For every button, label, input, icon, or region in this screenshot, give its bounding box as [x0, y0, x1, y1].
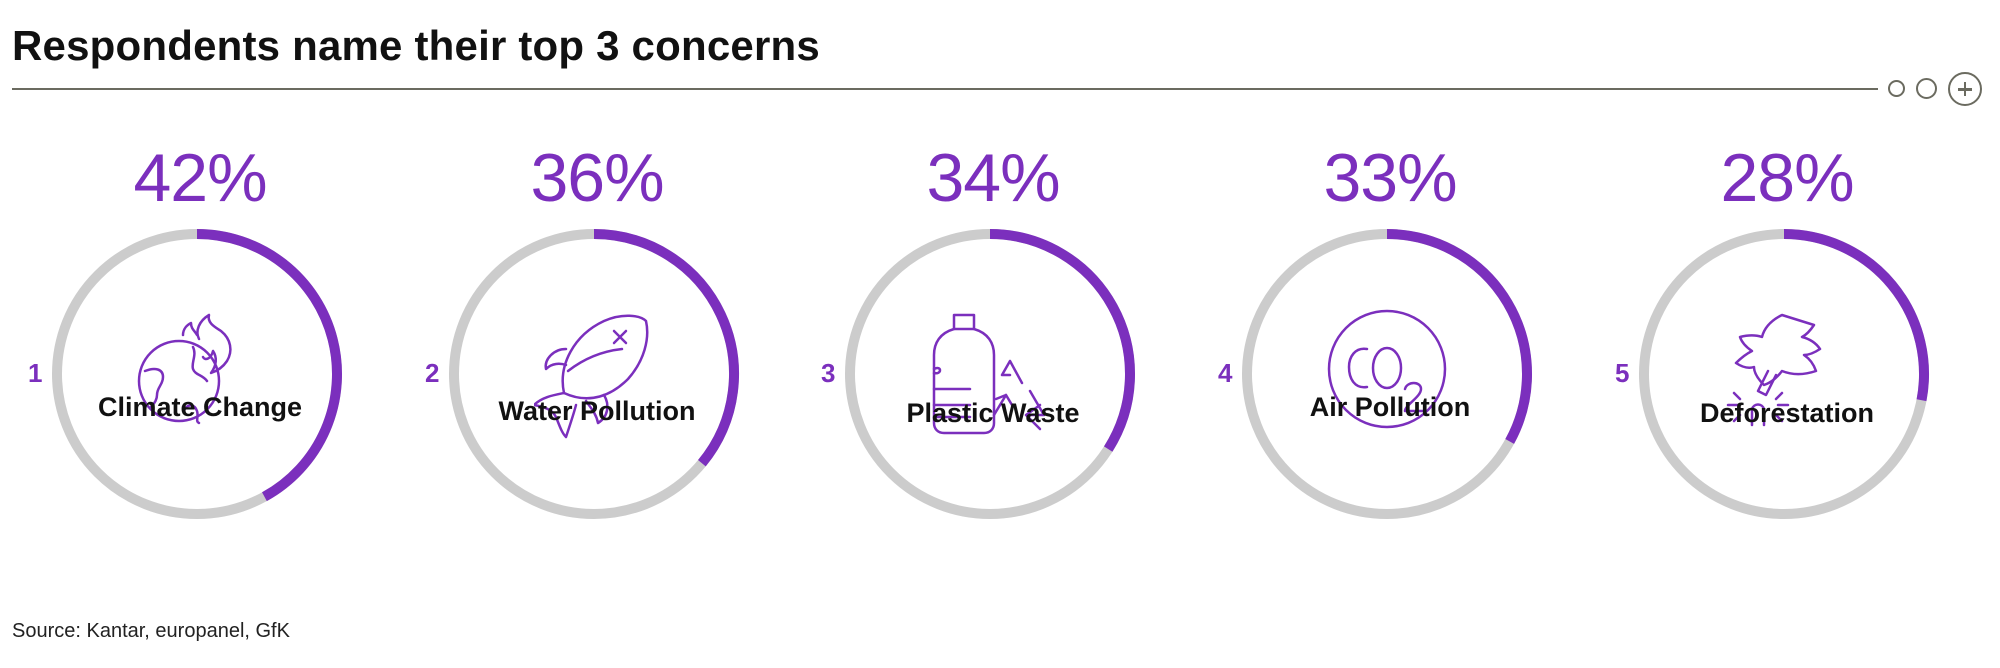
progress-ring [845, 229, 1135, 519]
co2-icon [1327, 309, 1447, 429]
concern-card: 36% 2 Water Pollution [397, 140, 797, 580]
progress-ring [1242, 229, 1532, 519]
progress-ring [449, 229, 739, 519]
percent-label: 36% [530, 140, 664, 216]
rank-label: 5 [1615, 358, 1630, 388]
concern-card: 28% 5 Deforestation [1587, 140, 1987, 580]
progress-ring [1639, 229, 1929, 519]
fish-icon [534, 314, 649, 439]
progress-ring [52, 229, 342, 519]
ring-value-arc [593, 229, 739, 467]
carousel-controls [1888, 72, 1988, 106]
category-label: Climate Change [97, 392, 303, 422]
plastic-bottle-recycle-icon [932, 313, 1046, 435]
percent-label: 34% [926, 140, 1060, 216]
rank-label: 3 [821, 358, 836, 388]
rank-label: 2 [425, 358, 440, 388]
percent-label: 28% [1720, 140, 1854, 216]
ring-value-arc [989, 229, 1135, 452]
globe-flame-icon [137, 313, 232, 425]
percent-label: 42% [133, 140, 267, 216]
circle-icon[interactable] [1916, 78, 1937, 99]
category-label: Deforestation [1699, 398, 1875, 428]
source-note: Source: Kantar, europanel, GfK [12, 620, 290, 642]
page-title: Respondents name their top 3 concerns [12, 22, 820, 69]
ring-value-arc [1386, 229, 1532, 444]
category-label: Water Pollution [498, 396, 696, 426]
percent-label: 33% [1323, 140, 1457, 216]
rank-label: 4 [1218, 358, 1233, 388]
circle-icon[interactable] [1888, 80, 1905, 97]
concern-card: 33% 4 Air Pollution [1190, 140, 1590, 580]
tree-cut-icon [1726, 313, 1822, 427]
concern-card: 42% 1 Climate Change [0, 140, 400, 580]
concern-card: 34% 3 Plastic Waste [793, 140, 1193, 580]
title-divider [12, 88, 1878, 90]
category-label: Plastic Waste [906, 398, 1080, 428]
ring-value-arc [196, 229, 342, 502]
ring-value-arc [1783, 229, 1929, 402]
category-label: Air Pollution [1309, 392, 1471, 422]
plus-circle-icon[interactable] [1948, 72, 1982, 106]
rank-label: 1 [28, 358, 43, 388]
